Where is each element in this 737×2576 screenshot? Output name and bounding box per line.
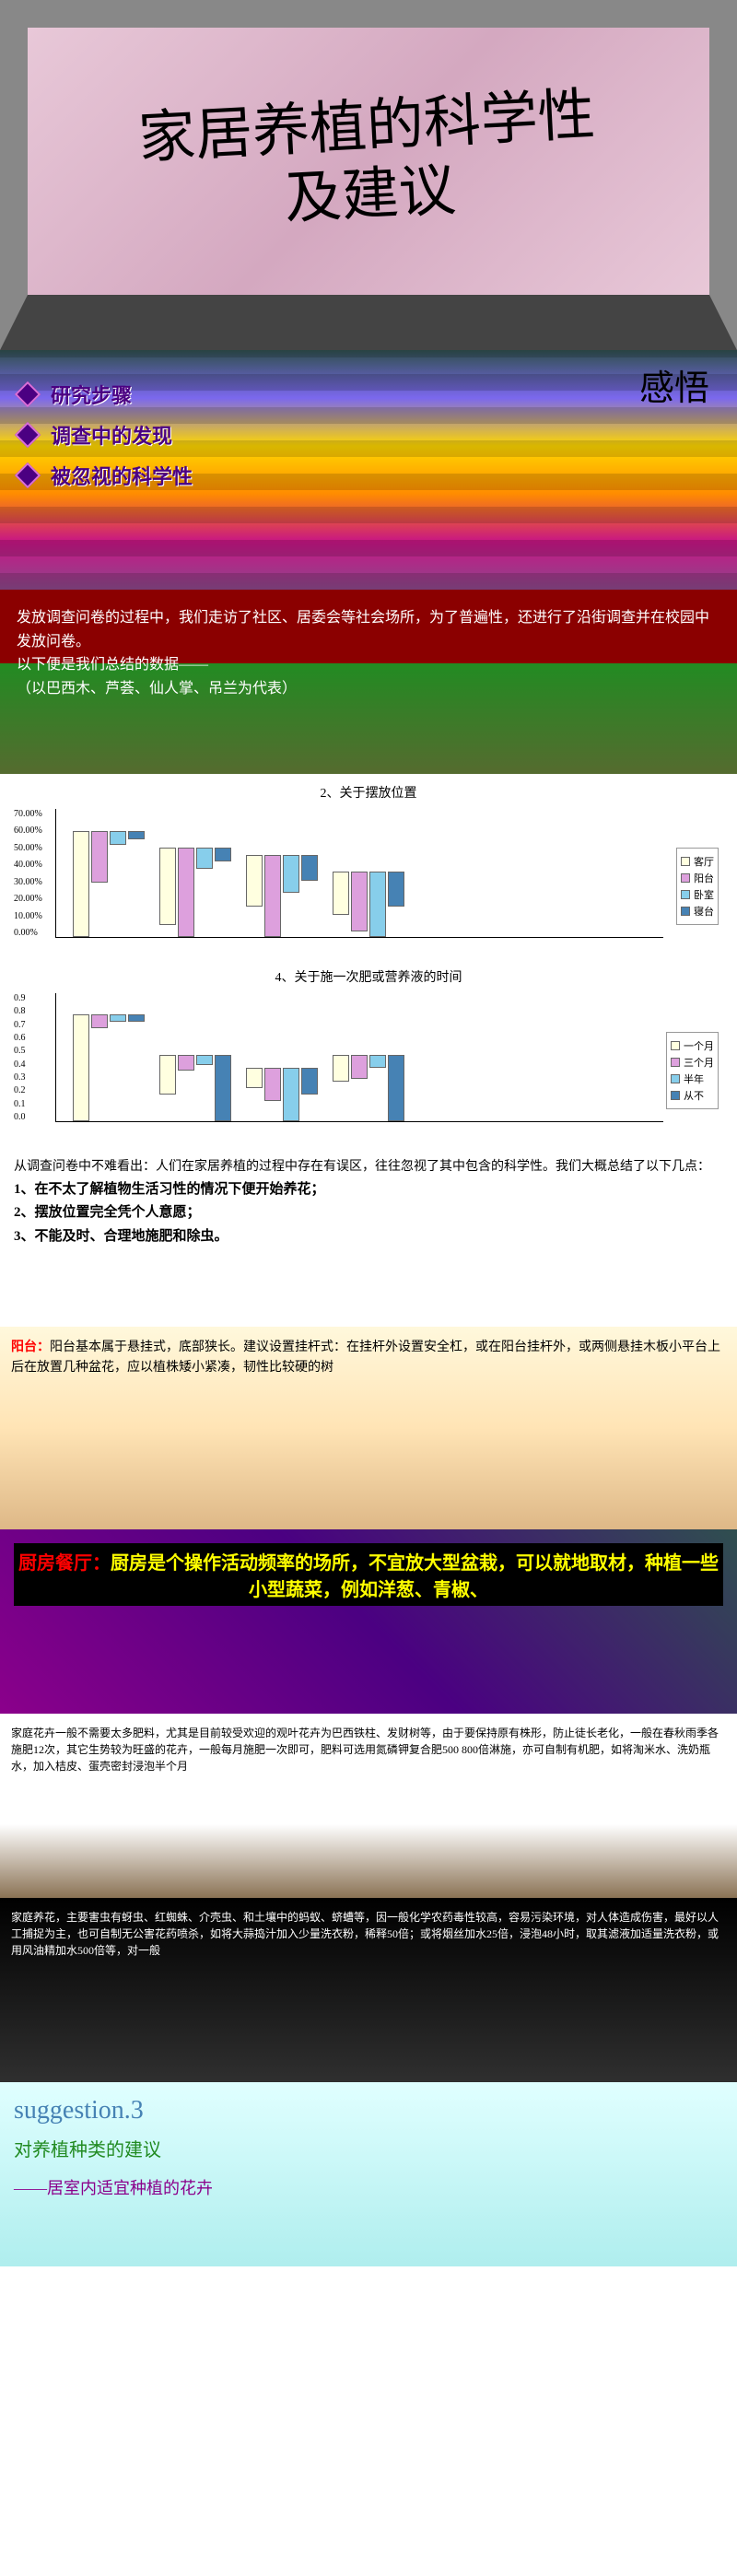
pest-text: 家庭养花，主要害虫有蚜虫、红蜘蛛、介壳虫、和土壤中的蚂蚁、蛴螬等，因一般化学农药… [0,1898,737,2082]
toc-item: 研究步骤 [18,380,719,409]
toc-item: 调查中的发现 [18,420,719,450]
balcony-text: 阳台：阳台基本属于悬挂式，底部狭长。建议设置挂杆式：在挂杆外设置安全杠，或在阳台… [0,1327,737,1529]
kitchen-text: 厨房餐厅：厨房是个操作活动频率的场所，不宜放大型盆栽，可以就地取材，种植一些小型… [0,1529,737,1714]
findings-slide: 从调查问卷中不难看出：人们在家居养植的过程中存在有误区，往往忽视了其中包含的科学… [0,1142,737,1327]
fertilizer-text: 家庭花卉一般不需要太多肥料，尤其是目前较受欢迎的观叶花卉为巴西铁柱、发财树等，由… [0,1714,737,1898]
chart-2: 2、关于摆放位置70.00%60.00%50.00%40.00%30.00%20… [0,774,737,958]
toc-slide: 感悟 研究步骤调查中的发现被忽视的科学性 [0,350,737,590]
toc-item: 被忽视的科学性 [18,461,719,490]
title-slide: 家居养植的科学性 及建议 [0,0,737,350]
suggestion-3: suggestion.3 对养植种类的建议 ——居室内适宜种植的花卉 [0,2082,737,2266]
survey-intro: 发放调查问卷的过程中，我们走访了社区、居委会等社会场所，为了普遍性，还进行了沿街… [0,590,737,774]
chart-4: 4、关于施一次肥或营养液的时间0.90.80.70.60.50.40.30.20… [0,958,737,1142]
main-title: 家居养植的科学性 及建议 [136,81,600,242]
